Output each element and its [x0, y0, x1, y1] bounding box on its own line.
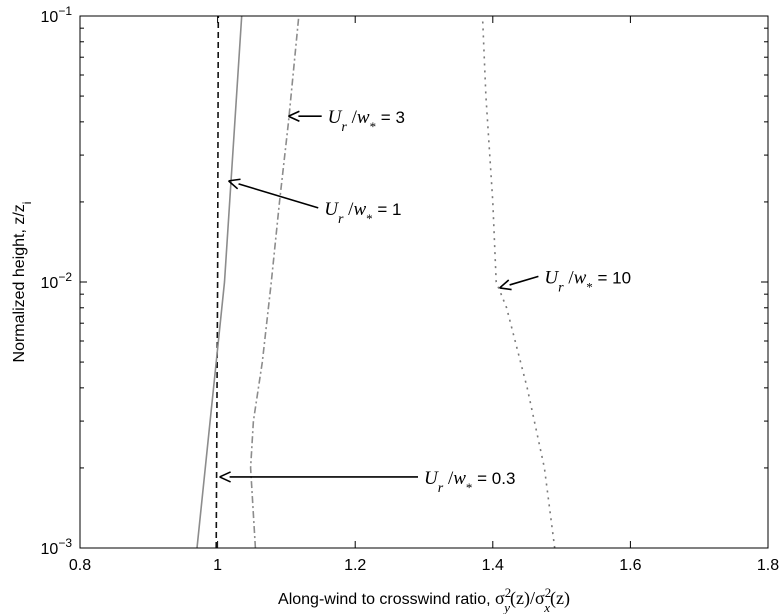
- x-tick-label: 1.2: [344, 557, 366, 574]
- x-axis-title: Along-wind to crosswind ratio, σ2 y(z)/σ2…: [278, 585, 570, 614]
- x-axis-title-math: σ2 y(z)/σ2 x(z): [495, 585, 570, 614]
- annotation-label: Ur /w* = 0.3: [424, 468, 515, 496]
- annotation-arrow-head: [288, 110, 300, 122]
- tick-layer: 0.8 1 1.2 1.4 1.6 1.8 10−3 10−2 10−1: [41, 4, 780, 574]
- annotation-layer: Ur /w* = 0.3 Ur /w* = 1 Ur /w* = 3 Ur /w* =…: [219, 107, 631, 496]
- y-tick-label: 10−3: [41, 536, 73, 558]
- annotation-label: Ur /w* = 10: [544, 267, 631, 295]
- annotation-arrow-shaft: [238, 183, 319, 209]
- annotation-arrow-head: [228, 178, 241, 190]
- y-axis-title-text: Normalized height, z/z: [11, 204, 28, 362]
- series-line-4: [481, 15, 556, 549]
- x-tick-label: 1.6: [619, 557, 641, 574]
- x-tick-label: 1: [213, 557, 222, 574]
- plot-area: [80, 16, 768, 548]
- annotation-arrow-shaft: [509, 275, 539, 286]
- series-line-1: [215, 15, 220, 549]
- annotation-label: Ur /w* = 1: [324, 199, 401, 227]
- x-tick-label: 0.8: [69, 557, 91, 574]
- annotation-arrow-head: [499, 279, 512, 291]
- series-line-3: [249, 15, 300, 549]
- x-axis-title-text: Along-wind to crosswind ratio,: [278, 591, 491, 608]
- y-tick-label: 10−1: [41, 4, 73, 26]
- x-tick-label: 1.8: [757, 557, 779, 574]
- y-axis-title-sub: i: [20, 202, 34, 205]
- series-layer: [196, 15, 556, 549]
- annotation-arrow-head: [219, 471, 231, 483]
- y-tick-label: 10−2: [41, 270, 73, 292]
- x-tick-label: 1.4: [482, 557, 504, 574]
- y-axis-title: Normalized height, z/zi: [11, 202, 34, 363]
- annotation-label: Ur /w* = 3: [328, 107, 405, 135]
- series-line-2: [196, 15, 243, 549]
